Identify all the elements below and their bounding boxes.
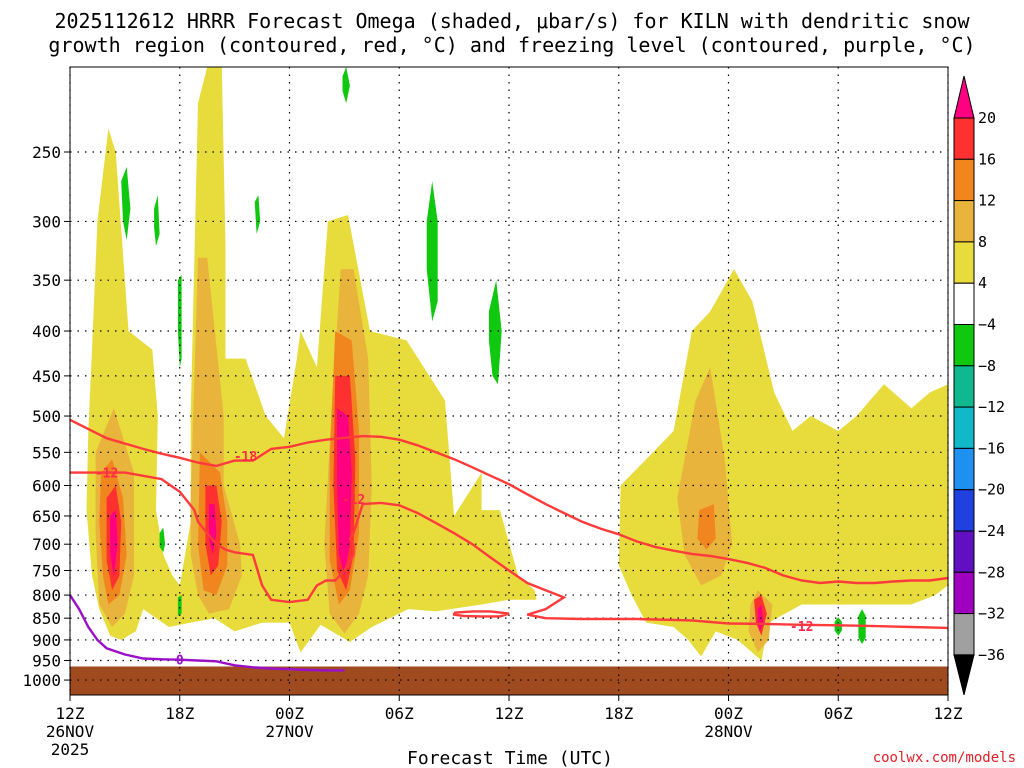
colorbar: 20 16 12 8 4 −4 −8 −12 −16 −20 −24 −28 −32 −36 [953,75,1005,696]
y-tick-label-750: 750 [32,561,61,580]
omega-region-28 [834,617,842,636]
chart-title-line-1: 2025112612 HRRR Forecast Omega (shaded, … [54,9,970,33]
colorbar-bin-12 [953,613,975,656]
colorbar-bin-6 [953,365,975,408]
pressure-axis: 250 300 350 400 450 500 550 600 650 700 750 800 850 9… [22,143,70,690]
y-tick-label-850: 850 [32,609,61,628]
colorbar-bin-11 [953,571,975,615]
omega-region-17 [337,408,352,576]
freezing-level-label: 0 [176,654,184,669]
y-tick-label-550: 550 [32,443,61,462]
plot-area: -18 -12 -12 -12 0 [68,66,949,696]
x-tick-date-36: 28NOV [704,722,753,741]
contour-lines: -18 -12 -12 -12 0 [68,418,949,672]
colorbar-bin-8 [953,447,975,491]
colorbar-label-13: −36 [978,646,1005,664]
colorbar-bin-7 [953,406,975,449]
colorbar-label-11: −28 [978,563,1005,581]
omega-region-5 [677,367,733,586]
dgz-contour-2 [452,610,510,618]
x-tick-label-48: 12Z [934,704,963,723]
omega-shading [86,67,948,661]
colorbar-bin-1 [953,158,975,202]
y-tick-label-450: 450 [32,367,61,386]
colorbar-label-0: 20 [978,109,996,127]
y-tick-label-800: 800 [32,586,61,605]
colorbar-label-12: −32 [978,605,1005,623]
dgz-contour-1 [70,471,949,630]
colorbar-bin-2 [953,200,975,243]
colorbar-top-arrow [953,75,975,119]
dgz-contour-label-extra-0: -12 [342,493,365,508]
x-tick-label-12: 00Z [275,704,304,723]
x-tick-label-6: 18Z [165,704,194,723]
colorbar-bin-5 [953,324,975,367]
omega-region-21 [177,274,182,368]
colorbar-bin-4 [953,282,975,326]
freezing-level-contour [68,594,345,672]
omega-region-10 [697,504,716,550]
y-tick-label-500: 500 [32,407,61,426]
colorbar-label-4: 4 [978,274,987,292]
y-tick-label-950: 950 [32,652,61,671]
omega-region-25 [488,280,502,385]
colorbar-bin-0 [953,117,975,160]
x-tick-date-12: 27NOV [265,722,314,741]
colorbar-label-6: −8 [978,357,996,375]
y-tick-label-700: 700 [32,535,61,554]
colorbar-label-3: 8 [978,233,987,251]
x-tick-label-18: 06Z [385,704,414,723]
x-tick-label-24: 12Z [495,704,524,723]
colorbar-bottom-arrow [953,654,975,696]
colorbar-label-8: −16 [978,439,1005,457]
x-tick-date-0: 26NOV [46,722,95,741]
x-tick-year-0: 2025 [51,740,90,759]
x-tick-label-42: 06Z [824,704,853,723]
dgz-contour-label-1: -12 [95,467,118,482]
x-tick-label-30: 18Z [604,704,633,723]
omega-region-22 [254,195,261,234]
dgz-contour-label-2: -12 [790,620,813,635]
omega-region-20 [154,195,160,246]
dgz-contour-label-0: -18 [234,450,258,465]
colorbar-label-10: −24 [978,522,1005,540]
colorbar-bin-9 [953,489,975,532]
omega-region-23 [342,67,350,104]
colorbar-label-2: 12 [978,192,996,210]
y-tick-label-300: 300 [32,212,61,231]
omega-region-27 [177,595,182,616]
colorbar-bin-3 [953,241,975,284]
colorbar-bin-10 [953,530,975,573]
x-tick-label-36: 00Z [714,704,743,723]
y-tick-label-1000: 1000 [22,671,61,690]
colorbar-label-1: 16 [978,150,996,168]
y-tick-label-650: 650 [32,507,61,526]
y-tick-label-350: 350 [32,271,61,290]
omega-region-26 [159,527,166,553]
colorbar-label-9: −20 [978,481,1005,499]
omega-region-24 [426,181,438,322]
y-tick-label-900: 900 [32,631,61,650]
x-axis-label: Forecast Time (UTC) [407,748,613,768]
y-tick-label-250: 250 [32,143,61,162]
dgz-contour-0 [69,418,949,585]
omega-region-15 [110,510,118,576]
colorbar-label-7: −12 [978,398,1005,416]
watermark: coolwx.com/models [873,750,1016,766]
y-tick-label-600: 600 [32,476,61,495]
y-tick-label-400: 400 [32,322,61,341]
x-tick-label-0: 12Z [56,704,85,723]
colorbar-label-5: −4 [978,316,996,334]
chart-title-line-2: growth region (contoured, red, °C) and f… [48,33,975,57]
